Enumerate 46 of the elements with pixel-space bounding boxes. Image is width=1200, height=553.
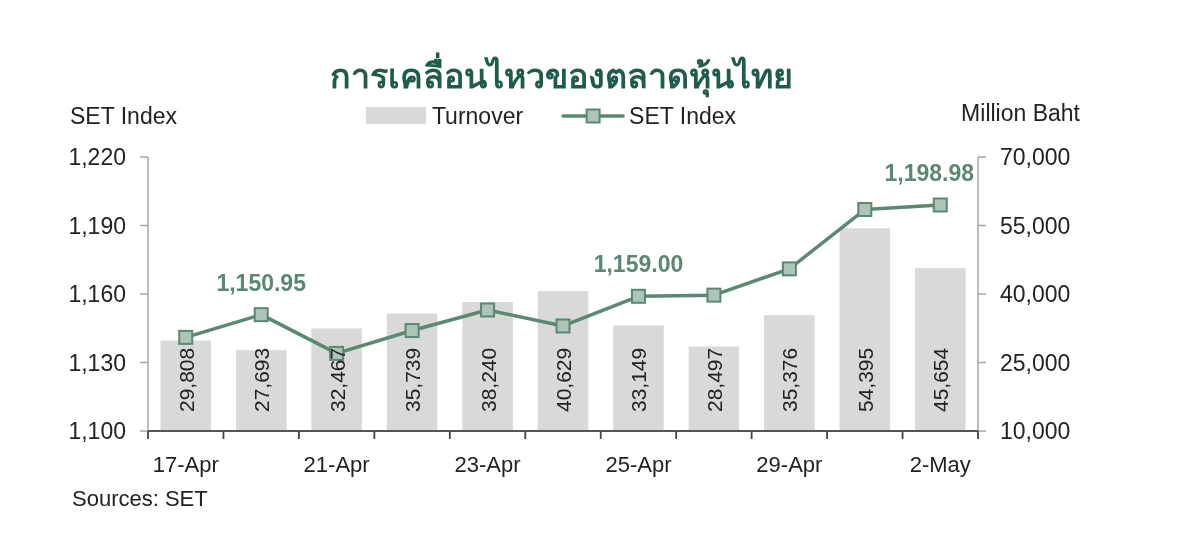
- y2-tick-label: 10,000: [1000, 418, 1071, 444]
- y-tick-label: 1,220: [68, 144, 126, 170]
- y-tick-label: 1,160: [68, 281, 126, 307]
- point: [781, 261, 797, 277]
- data-label: 27,693: [250, 347, 274, 412]
- data-label: 33,149: [627, 347, 651, 412]
- point: [480, 302, 496, 318]
- data-label: 35,376: [778, 347, 802, 412]
- y2-axis-title: Million Baht: [961, 100, 1081, 126]
- y-axis-title: SET Index: [70, 103, 178, 129]
- x-tick-label: 2-May: [909, 452, 971, 477]
- data-label: 32,467: [325, 347, 349, 412]
- data-label: 54,395: [853, 347, 877, 412]
- data-label: 38,240: [476, 347, 500, 412]
- y-tick-label: 1,190: [68, 212, 126, 239]
- x-tick-label: 29-Apr: [756, 452, 823, 477]
- data-label: 45,654: [929, 347, 953, 412]
- point: [253, 307, 269, 323]
- point: [404, 323, 420, 339]
- data-label: 1,150.95: [216, 269, 307, 296]
- chart-title: การเคลื่อนไหวของตลาดหุ้นไทย: [329, 52, 793, 98]
- point: [555, 318, 571, 334]
- x-tick-label: 23-Apr: [454, 452, 521, 477]
- data-label: 1,159.00: [593, 251, 684, 278]
- y2-tick-label: 70,000: [1000, 144, 1071, 170]
- y-tick-label: 1,130: [68, 349, 126, 376]
- point: [178, 329, 194, 345]
- y2-tick-label: 55,000: [1000, 212, 1071, 239]
- source-note: Sources: SET: [72, 486, 208, 511]
- legend-label: Turnover: [431, 103, 524, 129]
- y-tick-label: 1,100: [68, 418, 126, 444]
- x-tick-label: 25-Apr: [605, 452, 672, 477]
- y2-tick-label: 25,000: [1000, 349, 1071, 376]
- point: [857, 202, 873, 218]
- data-label: 29,808: [174, 347, 198, 412]
- point: [932, 197, 948, 213]
- point: [630, 288, 646, 304]
- legend-label: SET Index: [629, 103, 737, 129]
- data-label: 35,739: [401, 347, 425, 412]
- x-tick-label: 17-Apr: [152, 452, 219, 477]
- y2-tick-label: 40,000: [1000, 281, 1071, 307]
- data-label: 28,497: [702, 347, 726, 412]
- point: [706, 287, 722, 303]
- data-label: 1,198.98: [884, 160, 975, 186]
- data-label: 40,629: [552, 347, 575, 412]
- x-tick-label: 21-Apr: [303, 452, 370, 477]
